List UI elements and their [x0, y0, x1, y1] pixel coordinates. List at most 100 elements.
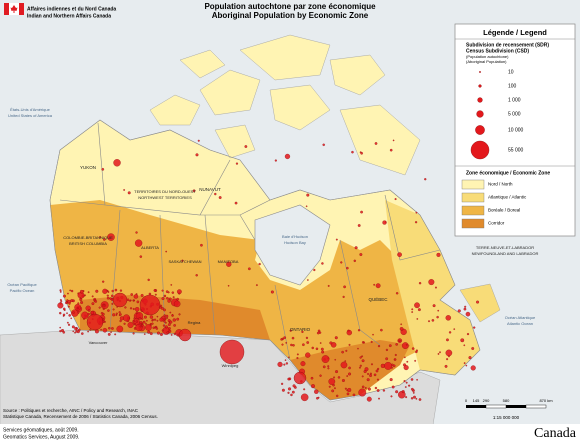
- place-label: Vancouver: [89, 340, 108, 345]
- settlement: [405, 381, 408, 384]
- settlement: [333, 376, 336, 379]
- settlement: [346, 266, 349, 270]
- place-label: United States of America: [8, 113, 53, 118]
- place-label: MANITOBA: [218, 259, 239, 264]
- settlement: [143, 333, 146, 335]
- settlement: [414, 221, 418, 224]
- settlement: [397, 252, 402, 257]
- settlement: [364, 367, 369, 372]
- settlement: [122, 314, 130, 322]
- settlement: [77, 311, 80, 314]
- flag-bar: [4, 3, 9, 15]
- settlement: [346, 389, 349, 392]
- scale-bar: 1:15 000 000 0 145 290 580 870 km: [465, 398, 553, 420]
- wordmark: Canada: [534, 426, 577, 441]
- settlement: [414, 302, 420, 309]
- settlement: [102, 308, 105, 311]
- settlement: [136, 300, 140, 304]
- settlement: [415, 397, 418, 400]
- settlement: [197, 139, 200, 142]
- settlement: [290, 343, 293, 347]
- settlement: [411, 308, 414, 311]
- settlement: [360, 210, 363, 214]
- settlement: [321, 262, 324, 265]
- settlement: [435, 286, 437, 289]
- settlement: [111, 327, 114, 330]
- settlement: [172, 318, 176, 322]
- settlement: [414, 359, 417, 362]
- legend-zone-label: Boréale / Boreal: [488, 208, 520, 213]
- settlement: [163, 294, 167, 298]
- header: Affaires indiennes et du Nord Canada Ind…: [4, 2, 376, 20]
- settlement: [287, 391, 290, 394]
- settlement: [123, 322, 126, 325]
- settlement: [453, 328, 456, 330]
- settlement: [200, 243, 203, 247]
- settlement: [471, 347, 475, 350]
- settlement: [346, 392, 350, 396]
- settlement: [133, 294, 139, 299]
- settlement: [132, 308, 135, 311]
- settlement: [395, 292, 399, 295]
- settlement: [156, 331, 161, 335]
- settlement: [346, 375, 349, 377]
- settlement: [445, 349, 453, 357]
- settlement: [351, 150, 354, 154]
- settlement: [436, 315, 439, 319]
- legend-swatch: [461, 218, 485, 229]
- place-label: YUKON: [80, 165, 96, 170]
- settlement: [100, 312, 104, 315]
- settlement: [369, 374, 372, 377]
- scale-seg: [506, 405, 526, 408]
- maple-leaf: [10, 5, 18, 13]
- settlement: [377, 367, 380, 371]
- settlement: [410, 397, 414, 400]
- settlement: [170, 334, 173, 336]
- zone-north: [199, 69, 261, 116]
- settlement: [110, 331, 112, 333]
- zone-north: [269, 84, 331, 131]
- settlement: [148, 292, 152, 296]
- settlement: [385, 357, 389, 361]
- settlement: [171, 291, 175, 294]
- settlement: [256, 284, 258, 287]
- settlement: [382, 389, 386, 392]
- settlement: [437, 309, 440, 312]
- settlement-large: [139, 294, 161, 316]
- settlement: [112, 313, 116, 317]
- csd-sub-en: (Aboriginal Population): [466, 59, 507, 64]
- source: Statistique Canada, Recensement de 2006 …: [3, 414, 158, 419]
- settlement: [165, 250, 167, 253]
- settlement: [287, 387, 292, 391]
- legend-swatch: [461, 179, 485, 190]
- settlement-large: [112, 292, 128, 308]
- settlement: [374, 386, 378, 390]
- settlement: [87, 330, 89, 333]
- zone-north: [329, 54, 386, 96]
- dept-en: Indian and Northern Affairs Canada: [27, 13, 111, 19]
- settlement: [164, 321, 167, 324]
- settlement: [359, 356, 362, 359]
- settlement: [107, 309, 110, 312]
- settlement: [470, 365, 476, 371]
- settlement: [315, 347, 319, 351]
- settlement: [404, 356, 406, 359]
- settlement: [367, 373, 369, 375]
- settlement: [71, 325, 75, 329]
- settlement: [444, 364, 448, 368]
- settlement: [380, 328, 383, 332]
- zone-atlantic: [385, 200, 480, 375]
- settlement: [384, 362, 393, 370]
- settlement: [359, 253, 363, 256]
- legend-size-label: 100: [508, 83, 517, 89]
- settlement: [159, 317, 164, 322]
- scale-seg: [525, 404, 547, 409]
- settlement: [317, 329, 321, 333]
- settlement: [166, 296, 169, 300]
- settlement: [91, 295, 94, 298]
- settlement: [290, 393, 293, 397]
- settlement: [460, 338, 465, 343]
- settlement: [335, 370, 339, 374]
- settlement: [119, 319, 122, 323]
- credit: Services géomatiques, août 2009.: [3, 427, 79, 433]
